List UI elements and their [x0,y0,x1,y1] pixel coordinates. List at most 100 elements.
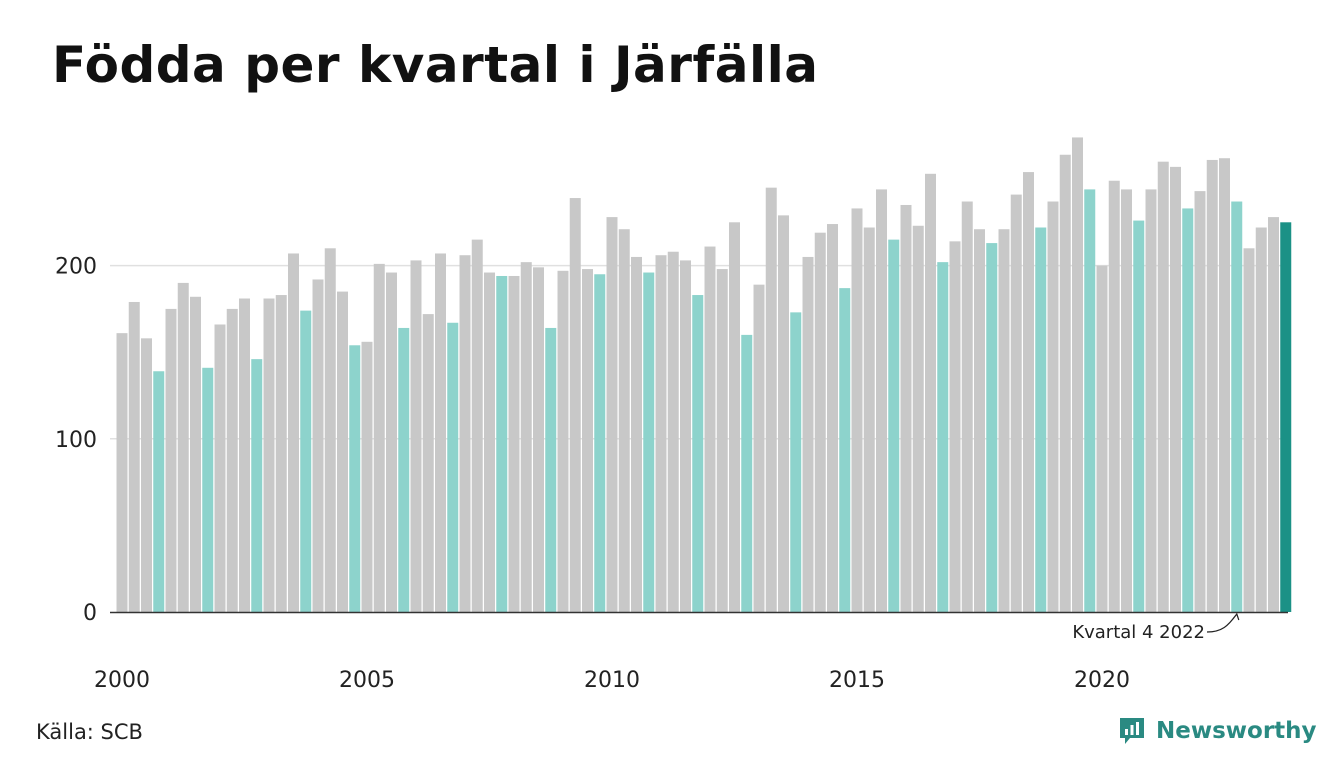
brand-logo: Newsworthy [1118,713,1317,749]
bar-2021-q1 [1145,189,1157,612]
x-tick-label: 2010 [584,668,640,693]
bars-layer [116,137,1292,613]
bar-2004-q4 [349,345,361,612]
bar-2009-q1 [557,270,569,612]
bar-2015-q4 [888,239,900,612]
bar-2021-q2 [1157,161,1169,612]
bar-2014-q4 [839,288,851,612]
bar-2023-q3 [1268,217,1279,612]
y-tick-label: 0 [83,601,97,626]
bar-2014-q1 [802,256,814,612]
bar-2015-q2 [863,227,875,612]
bar-2023-q2 [1255,227,1267,612]
bar-2010-q2 [618,229,630,613]
bar-2010-q1 [606,217,618,612]
bar-2017-q4 [986,243,998,612]
bar-2020-q2 [1108,180,1120,613]
bar-2001-q4 [202,367,214,612]
bar-2003-q2 [275,295,287,612]
bar-2000-q2 [128,301,140,612]
bar-2000-q1 [116,333,128,612]
x-tick-label: 2005 [339,668,395,693]
bar-2011-q3 [680,260,691,612]
bar-2022-q4 [1231,201,1243,612]
bar-2022-q3 [1219,158,1230,612]
bar-2019-q4 [1084,189,1096,612]
bar-2009-q4 [594,274,606,612]
bar-2006-q3 [435,253,446,613]
bar-2023-q4 [1280,222,1292,613]
bar-2016-q3 [925,173,936,613]
bar-2023-q1 [1243,248,1255,612]
bar-2019-q1 [1047,201,1059,612]
newsworthy-chart-icon [1120,718,1144,744]
bar-2000-q3 [141,338,152,612]
bar-2003-q1 [263,298,275,612]
bar-2014-q2 [814,232,826,612]
bar-2013-q4 [790,312,802,612]
bar-2017-q3 [974,229,985,613]
bar-2010-q4 [643,272,655,612]
bar-2017-q2 [961,201,973,612]
bar-2005-q2 [373,263,385,612]
bar-2002-q1 [214,324,226,612]
bar-2020-q1 [1096,265,1108,612]
bar-2022-q1 [1194,191,1206,612]
bar-2015-q3 [876,189,887,612]
bar-2012-q2 [716,269,728,612]
bar-2011-q1 [655,255,667,612]
bar-2021-q4 [1182,208,1194,612]
y-tick-label: 100 [55,428,97,453]
bar-2013-q1 [753,284,765,612]
annotation-arrow [1206,612,1240,633]
bar-2001-q1 [165,308,177,612]
bar-2012-q3 [729,222,740,613]
bar-2009-q2 [569,198,581,613]
bar-2003-q4 [300,310,312,612]
bar-2013-q3 [778,215,789,612]
bar-2001-q3 [190,296,201,612]
bar-2002-q2 [226,308,238,612]
bar-2021-q3 [1170,166,1181,612]
bar-2005-q1 [361,341,373,612]
bar-2007-q2 [471,239,483,612]
bar-2002-q4 [251,359,263,612]
axis-layer: 0 100 200 2000 2005 2010 2015 2020 [55,255,1288,693]
chart-title: Födda per kvartal i Järfälla [52,36,819,94]
bar-2016-q2 [912,225,924,612]
bar-2009-q3 [582,269,593,612]
bar-2014-q3 [827,224,838,612]
bar-2004-q1 [312,279,324,612]
y-tick-label: 200 [55,255,97,280]
bar-2001-q2 [177,282,189,612]
bar-2018-q1 [998,229,1010,613]
bar-2008-q2 [520,262,532,612]
bar-2012-q1 [704,246,716,613]
bar-2006-q1 [410,260,422,612]
bar-2012-q4 [741,334,753,612]
bar-2007-q4 [496,275,508,612]
bar-2008-q3 [533,267,544,612]
bar-2005-q4 [398,327,410,612]
bar-2002-q3 [239,298,250,612]
bar-2013-q2 [765,187,777,612]
bar-2010-q3 [631,256,642,612]
bar-2018-q4 [1035,227,1047,612]
brand-name: Newsworthy [1156,718,1317,744]
bar-2004-q3 [337,291,348,612]
annotation-layer: Kvartal 4 2022 [1072,612,1240,643]
bar-2008-q4 [545,327,557,612]
bar-2022-q2 [1206,159,1218,612]
bar-2011-q2 [667,251,679,613]
bar-2004-q2 [324,248,336,612]
bar-2007-q3 [484,272,495,612]
bar-2011-q4 [692,295,704,612]
annotation-label: Kvartal 4 2022 [1072,622,1205,643]
bar-2016-q1 [900,204,912,613]
bar-2020-q4 [1133,220,1145,612]
bar-2000-q4 [153,371,165,612]
bar-2018-q3 [1023,172,1034,612]
x-tick-label: 2015 [829,668,885,693]
bar-2016-q4 [937,262,949,612]
